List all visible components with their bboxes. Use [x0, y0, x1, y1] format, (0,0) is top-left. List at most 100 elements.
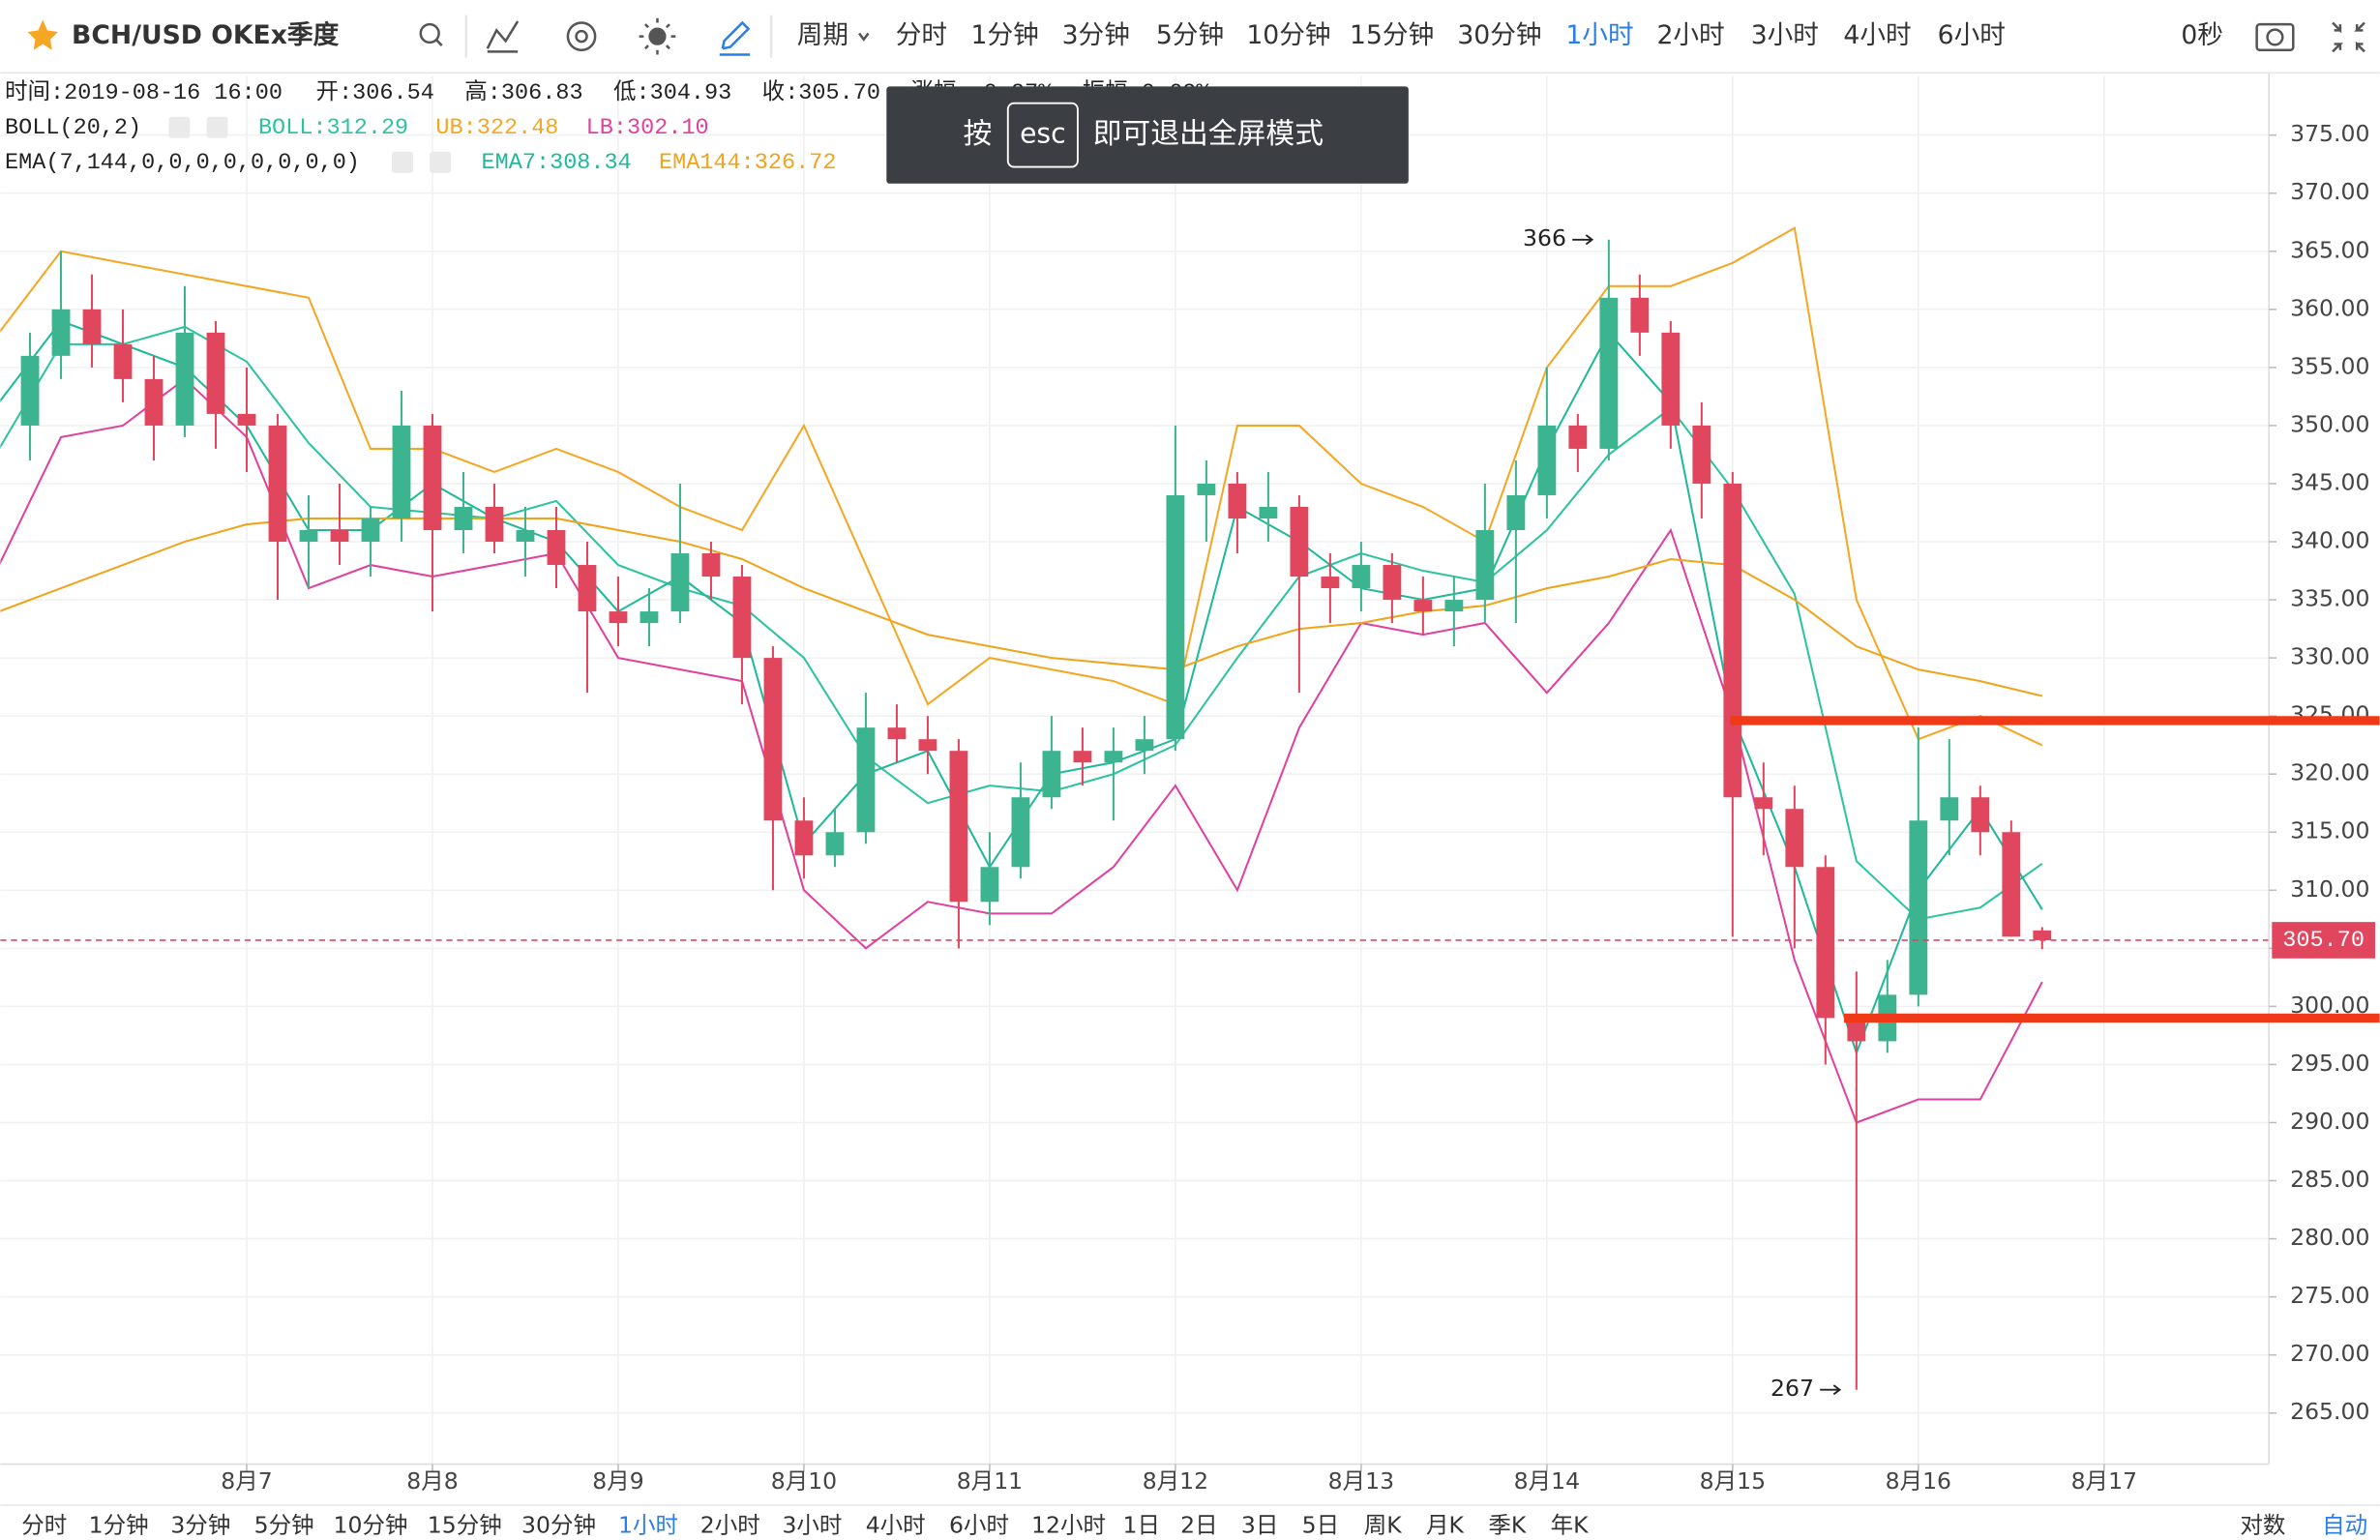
period-tab[interactable]: 5日	[1302, 1511, 1339, 1538]
candle-body	[2033, 930, 2052, 940]
candle-body	[1383, 565, 1402, 601]
period-tab[interactable]: 30分钟	[1457, 20, 1541, 50]
y-tick-label: 320.00	[2290, 759, 2369, 786]
candle-body	[268, 425, 287, 543]
candle-body	[1413, 600, 1433, 612]
candle-body	[1909, 820, 1928, 995]
candle-body	[609, 611, 628, 624]
candle-body	[516, 530, 535, 543]
candle-body	[949, 751, 968, 903]
y-tick-label: 365.00	[2290, 236, 2369, 263]
auto-toggle[interactable]: 自动	[2322, 1511, 2367, 1538]
legend-entry: EMA144:326.72	[659, 150, 836, 176]
period-tab[interactable]: 5分钟	[254, 1511, 314, 1538]
x-tick-label: 8月10	[771, 1467, 837, 1495]
period-tab[interactable]: 15分钟	[428, 1511, 502, 1538]
period-tab[interactable]: 5分钟	[1156, 20, 1224, 50]
period-tab[interactable]: 周期	[797, 20, 848, 50]
period-tab[interactable]: 3分钟	[1062, 20, 1130, 50]
y-tick-label: 345.00	[2290, 468, 2369, 495]
y-tick-label: 285.00	[2290, 1166, 2369, 1193]
candle-body	[1692, 425, 1711, 484]
grid	[0, 75, 2270, 1465]
candle-body	[20, 355, 40, 426]
indicator-icon[interactable]	[486, 20, 520, 53]
period-tab[interactable]: 周K	[1364, 1511, 1403, 1538]
period-tab[interactable]: 2日	[1180, 1511, 1217, 1538]
period-tab[interactable]: 12小时	[1031, 1511, 1106, 1538]
period-tab[interactable]: 分时	[21, 1511, 67, 1538]
period-tab[interactable]: 3小时	[782, 1511, 842, 1538]
toolbar-icons	[419, 15, 2365, 58]
symbol[interactable]: BCH/USD OKEx季度	[72, 20, 340, 50]
annotation-arrow	[1820, 1384, 1842, 1396]
toolbar	[0, 0, 2380, 74]
toast-key: esc	[1020, 118, 1066, 150]
indicator-button[interactable]	[206, 116, 228, 138]
indicator-button[interactable]	[391, 151, 413, 173]
candle-body	[1785, 809, 1804, 868]
period-tab[interactable]: 4小时	[866, 1511, 926, 1538]
candle-body	[825, 832, 845, 856]
y-tick-label: 335.00	[2290, 585, 2369, 612]
period-tab[interactable]: 30分钟	[521, 1511, 596, 1538]
exit-fullscreen-icon[interactable]	[2332, 21, 2365, 53]
candle-body	[980, 867, 999, 903]
period-tab[interactable]: 年K	[1551, 1511, 1590, 1538]
candle-body	[1940, 797, 1959, 821]
candle-body	[1971, 797, 1990, 833]
settings-icon[interactable]	[566, 21, 597, 52]
y-tick-label: 330.00	[2290, 643, 2369, 670]
info-field: 时间:2019-08-16 16:00	[5, 78, 283, 106]
period-tab[interactable]: 10分钟	[1246, 20, 1330, 50]
period-tab[interactable]: 2小时	[700, 1511, 760, 1538]
legend-entry: BOLL:312.29	[258, 115, 408, 141]
period-tab[interactable]: 2小时	[1656, 20, 1724, 50]
candle-body	[454, 506, 473, 531]
period-tab[interactable]: 15分钟	[1350, 20, 1434, 50]
draw-icon[interactable]	[719, 20, 751, 56]
period-tab[interactable]: 3日	[1241, 1511, 1278, 1538]
period-tab[interactable]: 3小时	[1751, 20, 1819, 50]
indicator-button[interactable]	[168, 116, 191, 138]
candle-body	[763, 658, 783, 821]
period-tab[interactable]: 6小时	[949, 1511, 1009, 1538]
search-icon[interactable]	[419, 22, 443, 46]
period-tab[interactable]: 季K	[1488, 1511, 1527, 1538]
candle-body	[1630, 297, 1650, 333]
candle-body	[918, 739, 937, 752]
period-tab[interactable]: 1小时	[1565, 20, 1633, 50]
legend-entry: EMA7:308.34	[482, 150, 632, 176]
candle-body	[1847, 1018, 1866, 1042]
period-tab[interactable]: 3分钟	[170, 1511, 230, 1538]
x-tick-label: 8月15	[1700, 1467, 1766, 1495]
candle-body	[82, 309, 102, 344]
candle-body	[1135, 739, 1154, 752]
candle-body	[1537, 425, 1557, 495]
period-tab[interactable]: 1小时	[618, 1511, 678, 1538]
candle-body	[1321, 577, 1340, 589]
candle-body	[1475, 530, 1495, 601]
candle-body	[1073, 751, 1092, 763]
period-tab[interactable]: 10分钟	[334, 1511, 408, 1538]
candle-body	[1259, 506, 1278, 518]
period-tab[interactable]: 6小时	[1938, 20, 2006, 50]
theme-icon[interactable]	[639, 17, 676, 55]
candle-body	[1352, 565, 1371, 589]
period-tab[interactable]: 月K	[1426, 1511, 1465, 1538]
favorite-star[interactable]	[27, 19, 58, 50]
period-tab[interactable]: 4小时	[1843, 20, 1911, 50]
indicator-button[interactable]	[430, 151, 452, 173]
period-tab[interactable]: 1分钟	[971, 20, 1039, 50]
candle-body	[1444, 600, 1464, 612]
screenshot-icon[interactable]	[2255, 22, 2295, 52]
y-tick-label: 275.00	[2290, 1282, 2369, 1309]
period-tab[interactable]: 1分钟	[89, 1511, 149, 1538]
period-tab[interactable]: 分时	[896, 20, 947, 50]
period-tab[interactable]: 1日	[1123, 1511, 1160, 1538]
candle-body	[330, 530, 349, 543]
log-toggle[interactable]: 对数	[2240, 1511, 2285, 1538]
